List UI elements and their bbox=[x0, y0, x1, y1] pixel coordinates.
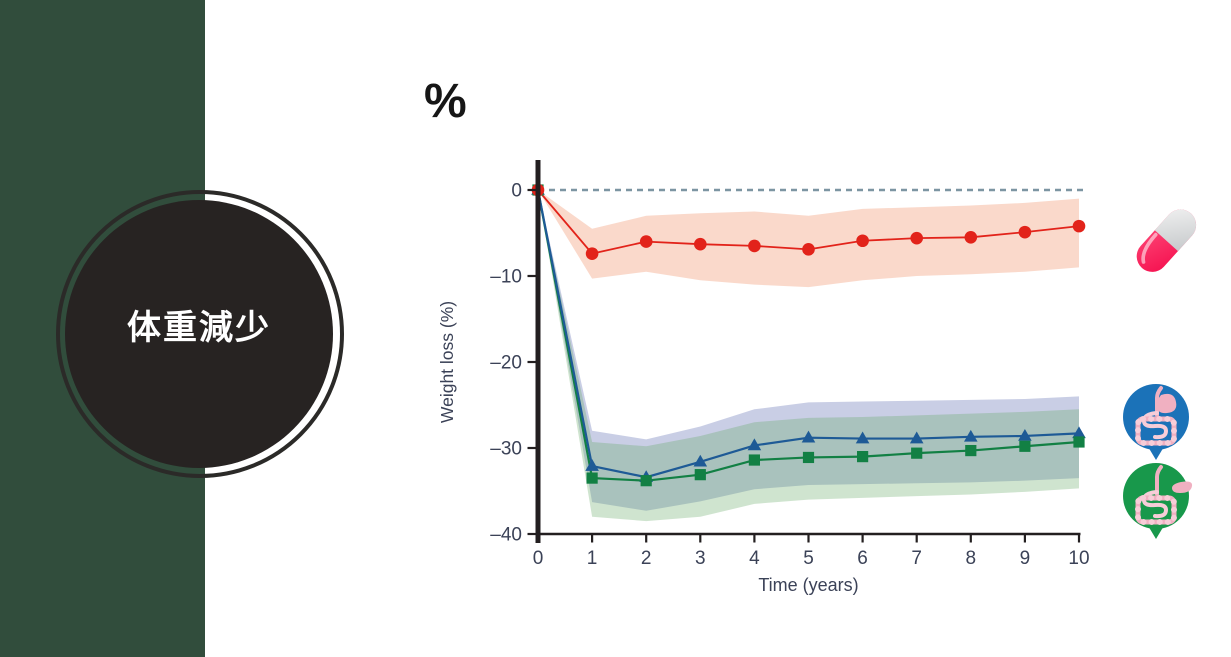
medication-marker bbox=[748, 239, 761, 253]
x-tick-label: 6 bbox=[857, 548, 868, 569]
y-tick-label: –30 bbox=[490, 439, 522, 460]
x-tick-label: 7 bbox=[911, 548, 922, 569]
sleeve-gastrectomy-marker bbox=[640, 475, 652, 487]
gastric-bypass-marker bbox=[855, 431, 870, 444]
y-tick-label: –10 bbox=[490, 267, 522, 288]
medication-marker bbox=[856, 234, 869, 248]
percent-label: % bbox=[424, 75, 467, 128]
x-tick-label: 8 bbox=[966, 548, 977, 569]
x-tick-label: 1 bbox=[587, 548, 598, 569]
x-tick-label: 9 bbox=[1020, 548, 1031, 569]
gastric-bypass-marker bbox=[1018, 428, 1032, 441]
sleeve-gastrectomy-marker bbox=[965, 444, 977, 457]
sleeve-gastrectomy-marker bbox=[694, 469, 706, 481]
x-tick-label: 2 bbox=[641, 548, 652, 569]
badge-label: 体重減少 bbox=[127, 307, 271, 348]
gastric-bypass-marker bbox=[747, 438, 762, 451]
y-axis-label: Weight loss (%) bbox=[437, 301, 457, 423]
gastric-bypass-marker bbox=[585, 459, 599, 471]
sleeve-gastrectomy-marker bbox=[1019, 440, 1031, 452]
x-tick-label: 5 bbox=[803, 548, 814, 569]
medication-marker bbox=[910, 231, 923, 245]
x-axis-label: Time (years) bbox=[758, 575, 858, 595]
sleeve-gastrectomy-marker bbox=[911, 447, 923, 459]
x-tick-label: 4 bbox=[749, 548, 760, 569]
medication-marker bbox=[585, 247, 599, 260]
sleeve-gastrectomy-icon bbox=[1117, 460, 1197, 542]
weight-loss-badge-fill: 体重減少 bbox=[65, 200, 333, 468]
gastric-bypass-marker bbox=[801, 430, 816, 443]
gastric-bypass-marker bbox=[909, 431, 924, 444]
y-tick-label: –20 bbox=[490, 353, 522, 374]
y-tick-label: 0 bbox=[511, 181, 522, 202]
sleeve-gastrectomy-marker bbox=[857, 451, 869, 463]
x-tick-label: 3 bbox=[695, 548, 706, 569]
medication-marker bbox=[1018, 225, 1032, 239]
medication-marker bbox=[639, 235, 653, 248]
gastric-bypass-marker bbox=[1072, 426, 1086, 439]
weight-loss-chart-canvas: 0 –10 –20 –30 –40 0 1 2 3 4 5 6 7 8 9 10 Time (years) Wei… bbox=[437, 160, 1090, 595]
sleeve-gastrectomy-marker bbox=[748, 454, 760, 466]
weight-loss-badge: 体重減少 bbox=[56, 190, 344, 478]
medication-marker bbox=[1072, 219, 1086, 233]
gastric-bypass-icon bbox=[1117, 381, 1197, 463]
x-tick-label: 10 bbox=[1068, 548, 1089, 569]
pill-icon bbox=[1124, 196, 1210, 284]
sleeve-gastrectomy-marker bbox=[802, 451, 815, 464]
y-tick-label: –40 bbox=[490, 525, 522, 546]
gastric-bypass-marker bbox=[964, 429, 978, 442]
sleeve-gastrectomy-marker bbox=[586, 472, 598, 484]
medication-marker bbox=[964, 231, 978, 244]
sleeve-gastrectomy-marker bbox=[1073, 436, 1085, 448]
medication-marker bbox=[802, 243, 815, 256]
gastric-bypass-band bbox=[538, 190, 1079, 511]
medication-band bbox=[538, 190, 1079, 288]
medication-marker bbox=[694, 237, 707, 251]
weight-loss-chart: 0 –10 –20 –30 –40 0 1 2 3 4 5 6 7 8 9 10 Time (years) Wei… bbox=[410, 140, 1122, 645]
x-tick-label: 0 bbox=[533, 548, 544, 569]
gastric-bypass-marker bbox=[693, 454, 708, 467]
